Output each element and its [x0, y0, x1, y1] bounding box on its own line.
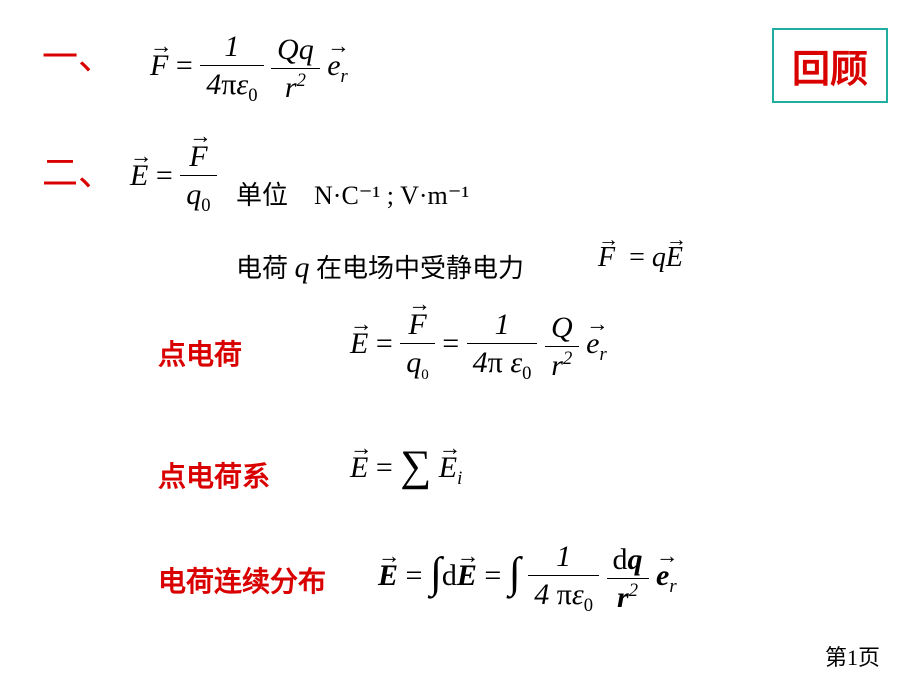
review-badge: 回顾 — [772, 28, 888, 103]
label-point-system: 点电荷系 — [158, 455, 270, 495]
equation-field-definition: E = Fq0 — [130, 140, 217, 216]
equation-system-field: E = ∑ Ei — [350, 438, 462, 490]
units-line: 单位 N·C⁻¹ ; V·m⁻¹ — [236, 175, 469, 212]
label-continuous: 电荷连续分布 — [158, 560, 326, 600]
equation-continuous-field: E = ∫dE = ∫ 14 πε0 dqr2 er — [378, 540, 677, 616]
section-one-label: 一、 — [42, 28, 114, 80]
equation-point-charge-field: E = Fq0 = 14π ε0 Qr2 er — [350, 308, 607, 384]
charge-symbol: q — [295, 251, 310, 284]
charge-force-line: 电荷 q 在电场中受静电力 — [236, 248, 524, 285]
units-expression: N·C⁻¹ ; V·m⁻¹ — [314, 181, 469, 210]
charge-force-prefix: 电荷 — [236, 254, 295, 283]
page-number: 第1页 — [825, 640, 880, 672]
charge-force-suffix: 在电场中受静电力 — [310, 254, 525, 283]
equation-coulomb: F = 14πε0 Qqr2 er — [150, 30, 348, 106]
label-point-charge: 点电荷 — [158, 333, 242, 373]
slide: 回顾 一、 二、 F = 14πε0 Qqr2 er E = Fq0 单位 N·… — [0, 0, 920, 690]
section-two-label: 二、 — [42, 144, 114, 196]
units-label: 单位 — [236, 181, 288, 210]
equation-force-on-charge: F = qE — [598, 242, 683, 274]
